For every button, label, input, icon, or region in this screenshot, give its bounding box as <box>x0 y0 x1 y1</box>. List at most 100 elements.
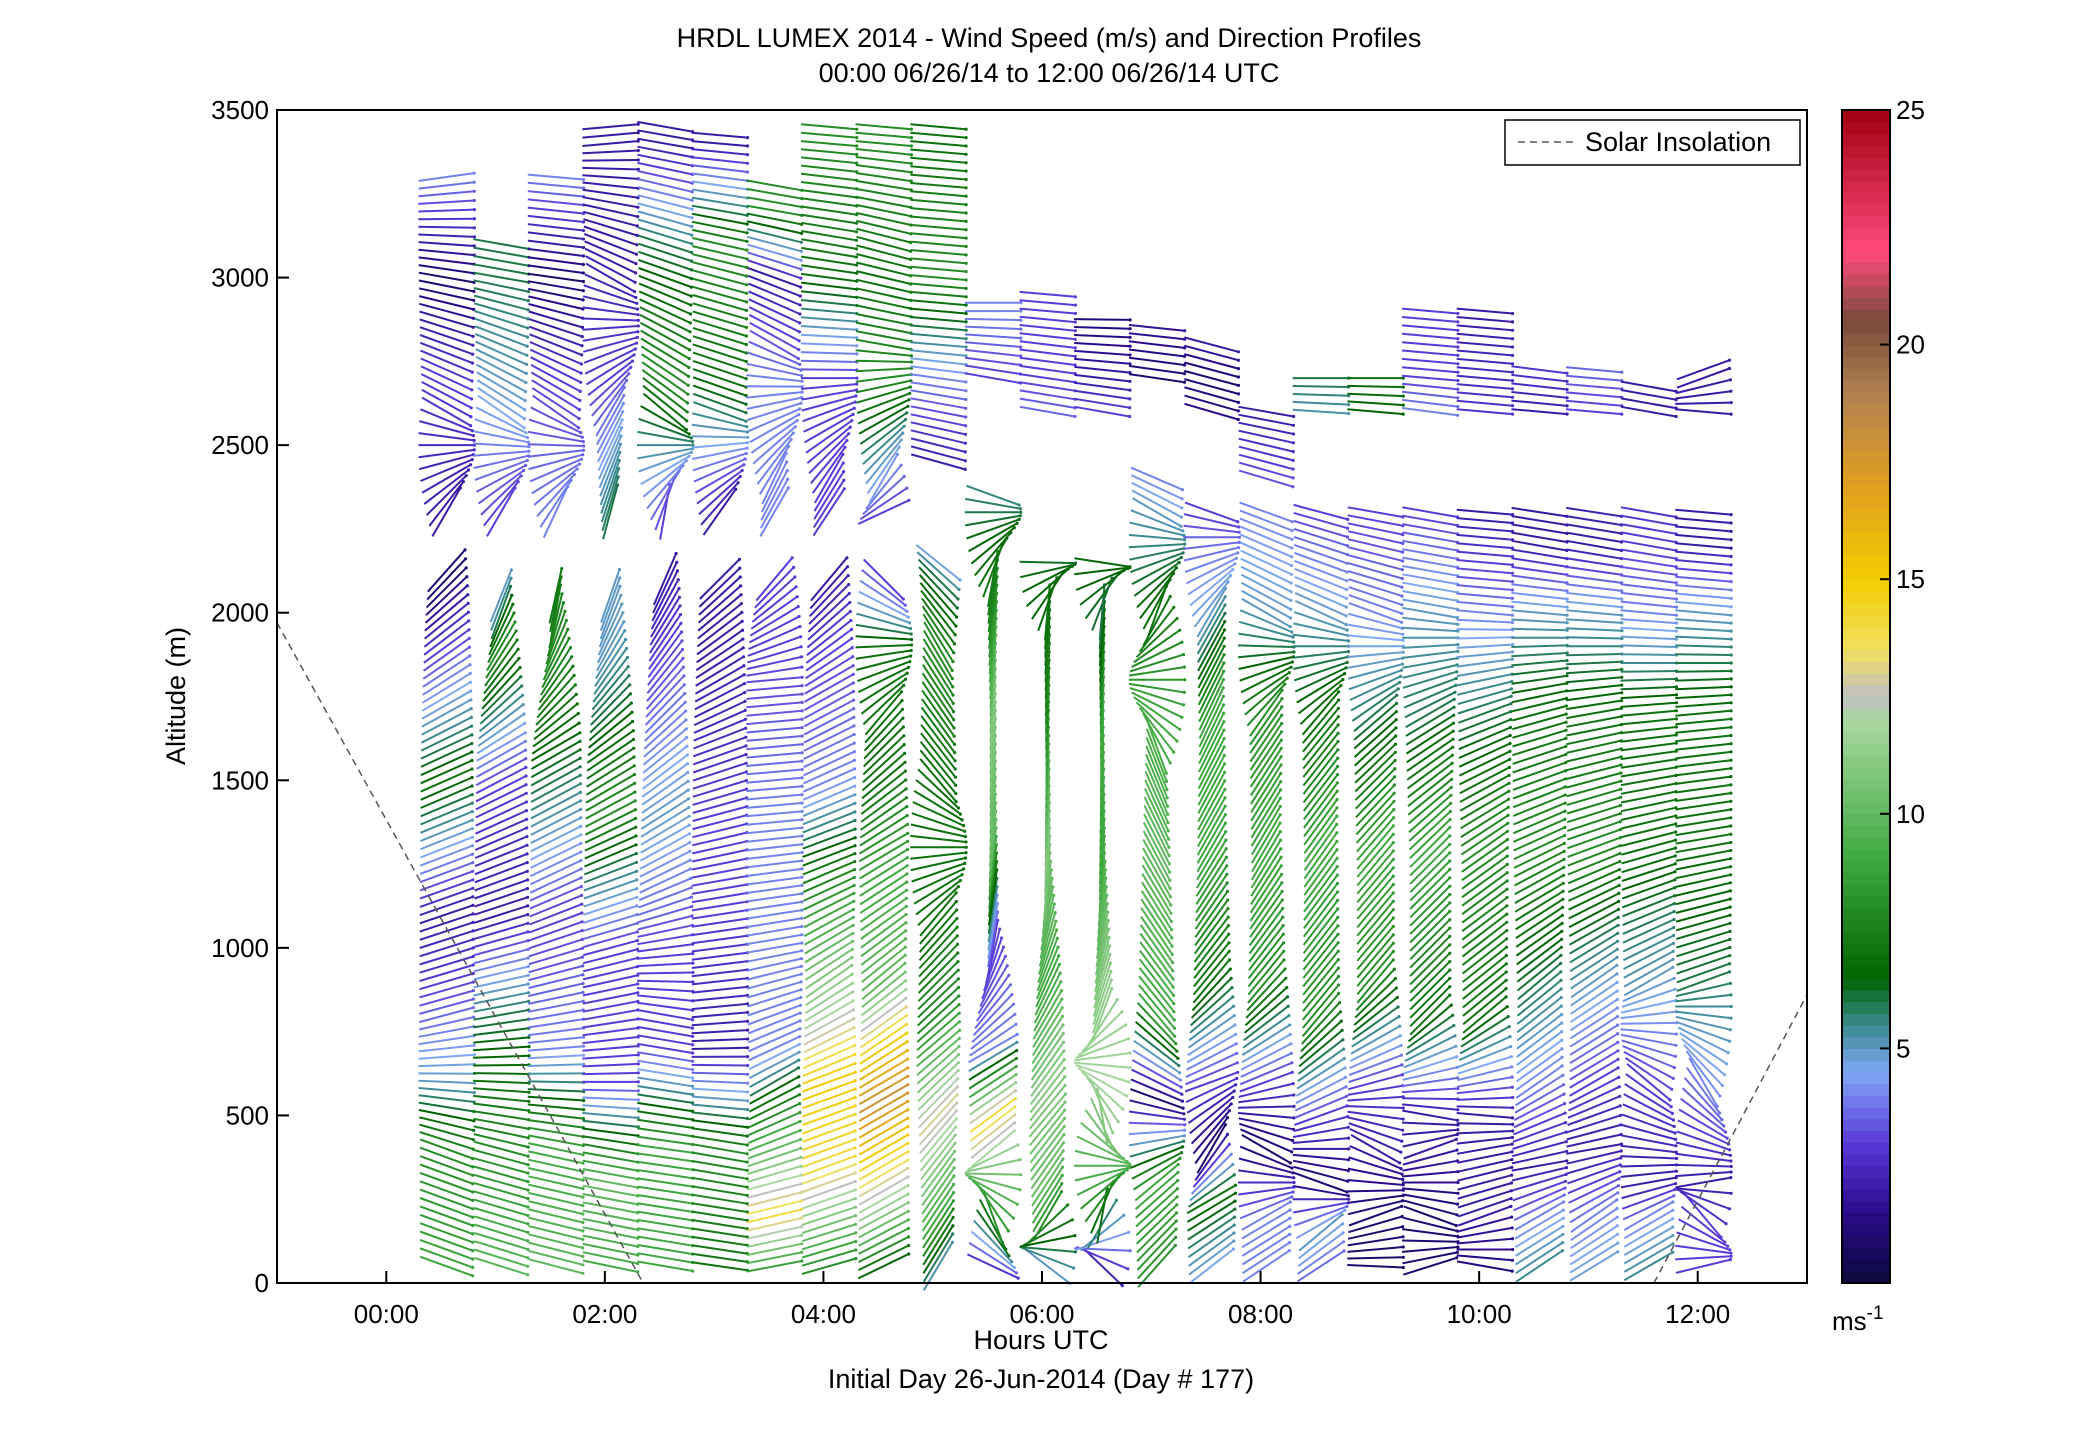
wind-barb-head <box>527 290 530 293</box>
wind-barb-head <box>1167 829 1170 832</box>
wind-barb-head <box>1222 720 1225 723</box>
wind-barb-head <box>965 170 968 173</box>
wind-barb-head <box>1223 645 1226 648</box>
wind-barb-head <box>579 842 582 845</box>
wind-barb-head <box>965 262 968 265</box>
wind-barb-head <box>800 259 803 262</box>
wind-barb-head <box>965 136 968 139</box>
wind-barb-head <box>1237 418 1240 421</box>
wind-barb-head <box>636 1270 639 1273</box>
wind-barb-head <box>1166 796 1169 799</box>
wind-barb-head <box>1062 1141 1065 1144</box>
wind-barb-head <box>1014 1073 1017 1076</box>
wind-barb-head <box>907 616 910 619</box>
wind-barb-head <box>1561 922 1564 925</box>
wind-barb-head <box>800 374 803 377</box>
wind-barb-head <box>1222 695 1225 698</box>
wind-barb-head <box>1564 777 1567 780</box>
wind-barb-head <box>1237 409 1240 412</box>
wind-barb-head <box>1511 1150 1514 1153</box>
wind-barb-head <box>1618 876 1621 879</box>
wind-barb-head <box>1279 813 1282 816</box>
wind-barb-head <box>1336 781 1339 784</box>
wind-barb-head <box>907 1227 910 1230</box>
wind-barb-head <box>798 615 801 618</box>
wind-barb-head <box>905 796 908 799</box>
wind-barb-head <box>1402 1266 1405 1269</box>
wind-barb-head <box>582 263 585 266</box>
wind-barb-head <box>1620 691 1623 694</box>
wind-barb-head <box>1183 678 1186 681</box>
wind-barb-head <box>1171 953 1174 956</box>
wind-barb-head <box>1072 1266 1075 1269</box>
wind-barb-head <box>797 1059 800 1062</box>
wind-barb-head <box>906 840 909 843</box>
wind-barb-head <box>1014 1097 1017 1100</box>
wind-barb-head <box>471 1258 474 1261</box>
wind-barb-head <box>797 1075 800 1078</box>
wind-barb-head <box>684 718 687 721</box>
wind-barb-head <box>1620 606 1623 609</box>
wind-barb-head <box>626 656 629 659</box>
wind-barb-head <box>746 1117 749 1120</box>
wind-barb-head <box>1402 651 1405 654</box>
wind-barb-head <box>1014 1081 1017 1084</box>
wind-barb-head <box>635 904 638 907</box>
wind-barb-head <box>471 836 474 839</box>
wind-barb-head <box>574 683 577 686</box>
wind-barb-head <box>1287 1014 1290 1017</box>
wind-barb-head <box>801 743 804 746</box>
wind-barb-head <box>1231 1163 1234 1166</box>
wind-barb-head <box>903 475 906 478</box>
wind-barb-head <box>1291 476 1294 479</box>
wind-barb-head <box>745 770 748 773</box>
wind-barb-head <box>853 868 856 871</box>
wind-barb-head <box>800 250 803 253</box>
wind-barb-head <box>1341 1222 1344 1225</box>
wind-barb-head <box>1223 779 1226 782</box>
wind-barb-head <box>902 684 905 687</box>
wind-barb-head <box>688 815 691 818</box>
wind-barb-head <box>472 326 475 329</box>
wind-barb-head <box>471 870 474 873</box>
wind-barb-head <box>635 878 638 881</box>
wind-barb-head <box>471 853 474 856</box>
wind-barb-head <box>691 1035 694 1038</box>
wind-barb-head <box>679 622 682 625</box>
wind-barb-head <box>745 292 748 295</box>
wind-barb-head <box>800 876 803 879</box>
wind-barb-head <box>1564 737 1567 740</box>
wind-barb-head <box>958 1029 961 1032</box>
wind-barb-head <box>1116 998 1119 1001</box>
wind-barb-head <box>675 561 678 564</box>
wind-barb-head <box>1291 1071 1294 1074</box>
wind-barb-head <box>900 464 903 467</box>
wind-barb-head <box>906 672 909 675</box>
wind-barb-head <box>1019 301 1022 304</box>
wind-barb-head <box>745 351 748 354</box>
wind-barb-head <box>965 337 968 340</box>
wind-barb-head <box>951 1224 954 1227</box>
wind-barb-head <box>744 744 747 747</box>
wind-barb-head <box>910 144 913 147</box>
wind-barb-head <box>1235 1077 1238 1080</box>
wind-barb-head <box>852 716 855 719</box>
wind-barb-head <box>963 830 966 833</box>
wind-barb-head <box>1292 1171 1295 1174</box>
wind-barb-head <box>1400 1140 1403 1143</box>
wind-barb-head <box>952 710 955 713</box>
wind-barb-head <box>681 648 684 651</box>
wind-barb-head <box>953 743 956 746</box>
wind-barb-head <box>1168 879 1171 882</box>
wind-barb-head <box>745 240 748 243</box>
wind-barb-head <box>1336 748 1339 751</box>
wind-barb-head <box>746 1135 749 1138</box>
wind-barb-head <box>1290 590 1293 593</box>
wind-barb-head <box>743 691 746 694</box>
wind-barb-head <box>1400 1054 1403 1057</box>
wind-barb-head <box>801 734 804 737</box>
wind-barb-head <box>1393 792 1396 795</box>
wind-barb-head <box>637 1053 640 1056</box>
wind-barb-head <box>1290 555 1293 558</box>
wind-barb-head <box>622 394 625 397</box>
